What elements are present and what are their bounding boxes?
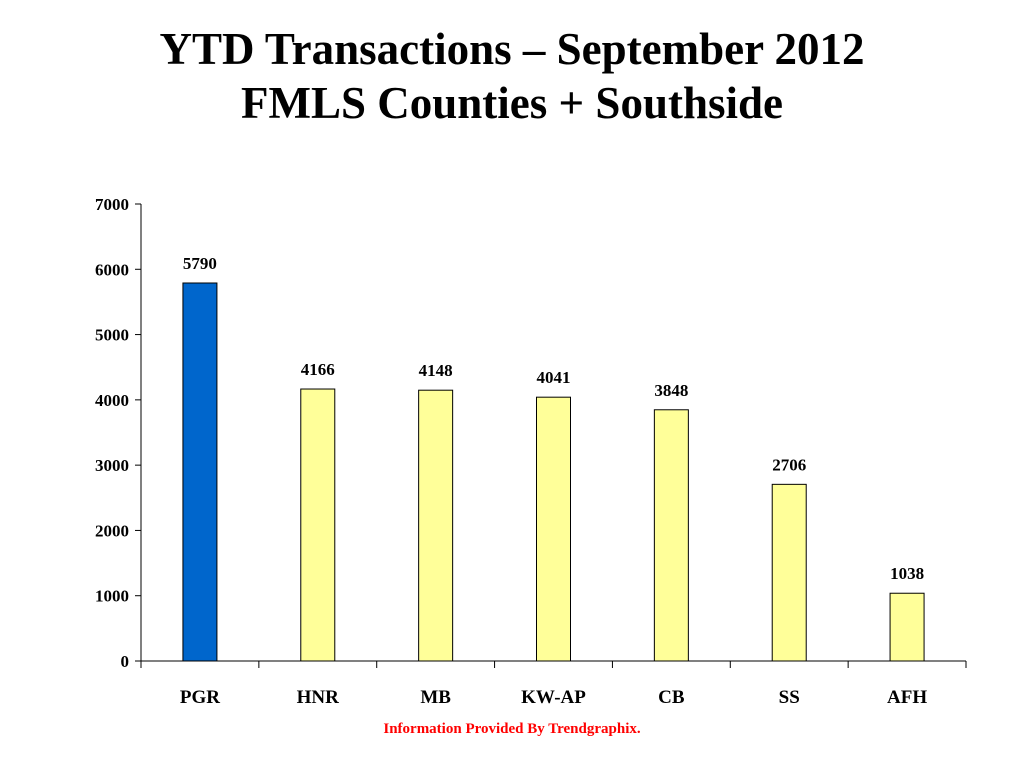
x-tick-label: SS [779,687,800,708]
y-tick-label: 7000 [95,195,129,214]
chart-title-line-1: YTD Transactions – September 2012 [159,24,865,74]
bar-afh [889,592,925,662]
data-label: 3848 [654,381,688,400]
y-tick-label: 1000 [95,587,129,606]
y-tick-label: 6000 [95,260,129,279]
chart-title-line-2: FMLS Counties + Southside [241,78,783,128]
bar-hnr [300,388,336,662]
bar-mb [418,389,454,662]
data-label: 5790 [183,254,217,273]
source-credit: Information Provided By Trendgraphix. [383,721,641,737]
data-label: 2706 [772,455,806,474]
data-label: 4041 [537,368,571,387]
chart-title: YTD Transactions – September 2012 FMLS C… [0,22,1024,130]
data-label: 4166 [301,360,335,379]
y-tick-label: 4000 [95,391,129,410]
x-tick-label: AFH [887,687,927,708]
x-tick-label: PGR [180,687,220,708]
y-tick-label: 0 [121,652,130,671]
data-label: 4148 [419,361,453,380]
y-tick-label: 5000 [95,326,129,345]
x-tick-label: CB [658,687,685,708]
y-tick-label: 2000 [95,521,129,540]
bar-pgr [182,282,218,662]
bar-ss [771,483,807,662]
bar-cb [653,409,689,662]
x-tick-label: KW-AP [521,687,586,708]
x-tick-label: MB [420,687,451,708]
y-tick-label: 3000 [95,456,129,475]
x-tick-label: HNR [297,687,340,708]
bar-kw-ap [536,396,571,662]
data-label: 1038 [890,564,924,583]
